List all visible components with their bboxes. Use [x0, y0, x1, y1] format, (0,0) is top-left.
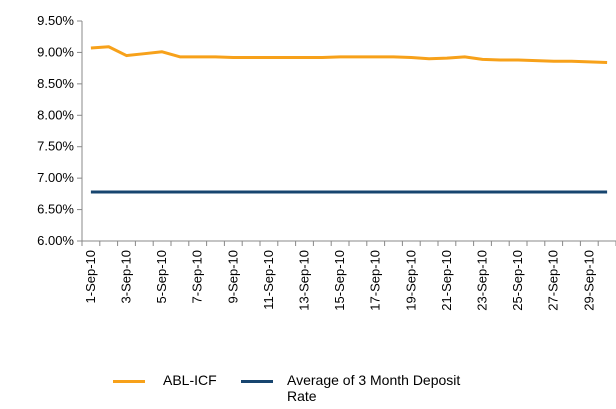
legend-swatch [241, 380, 273, 383]
legend-label: Average of 3 Month Deposit Rate [287, 372, 461, 404]
x-tick-label: 15-Sep-10 [332, 250, 347, 311]
chart: 6.00% 6.50% 7.00% 7.50% 8.00% 8.50% 9.00% 9.50%… [37, 13, 616, 311]
series-line [90, 45, 608, 64]
legend-label: ABL-ICF [163, 372, 217, 388]
y-tick-label: 6.00% [37, 233, 74, 248]
x-tick-label: 1-Sep-10 [83, 250, 98, 303]
y-tick-label: 9.00% [37, 44, 74, 59]
x-tick-label: 3-Sep-10 [119, 250, 134, 303]
y-tick-label: 8.50% [37, 76, 74, 91]
x-tick-label: 23-Sep-10 [475, 250, 490, 311]
x-tick-label: 13-Sep-10 [297, 250, 312, 311]
y-tick-label: 9.50% [37, 13, 74, 28]
x-tick-label: 5-Sep-10 [154, 250, 169, 303]
x-tick-label: 29-Sep-10 [581, 250, 596, 311]
x-tick-label: 19-Sep-10 [403, 250, 418, 311]
x-tick-label: 11-Sep-10 [261, 250, 276, 310]
x-tick-label: 7-Sep-10 [190, 250, 205, 303]
legend-swatch [113, 380, 145, 383]
y-tick-label: 7.00% [37, 170, 74, 185]
x-tick-label: 9-Sep-10 [225, 250, 240, 303]
x-tick-label: 17-Sep-10 [368, 250, 383, 311]
y-tick-label: 7.50% [37, 139, 74, 154]
y-tick-label: 6.50% [37, 202, 74, 217]
x-tick-label: 25-Sep-10 [510, 250, 525, 311]
x-tick-label: 21-Sep-10 [439, 250, 454, 311]
y-tick-label: 8.00% [37, 107, 74, 122]
x-tick-label: 27-Sep-10 [546, 250, 561, 311]
